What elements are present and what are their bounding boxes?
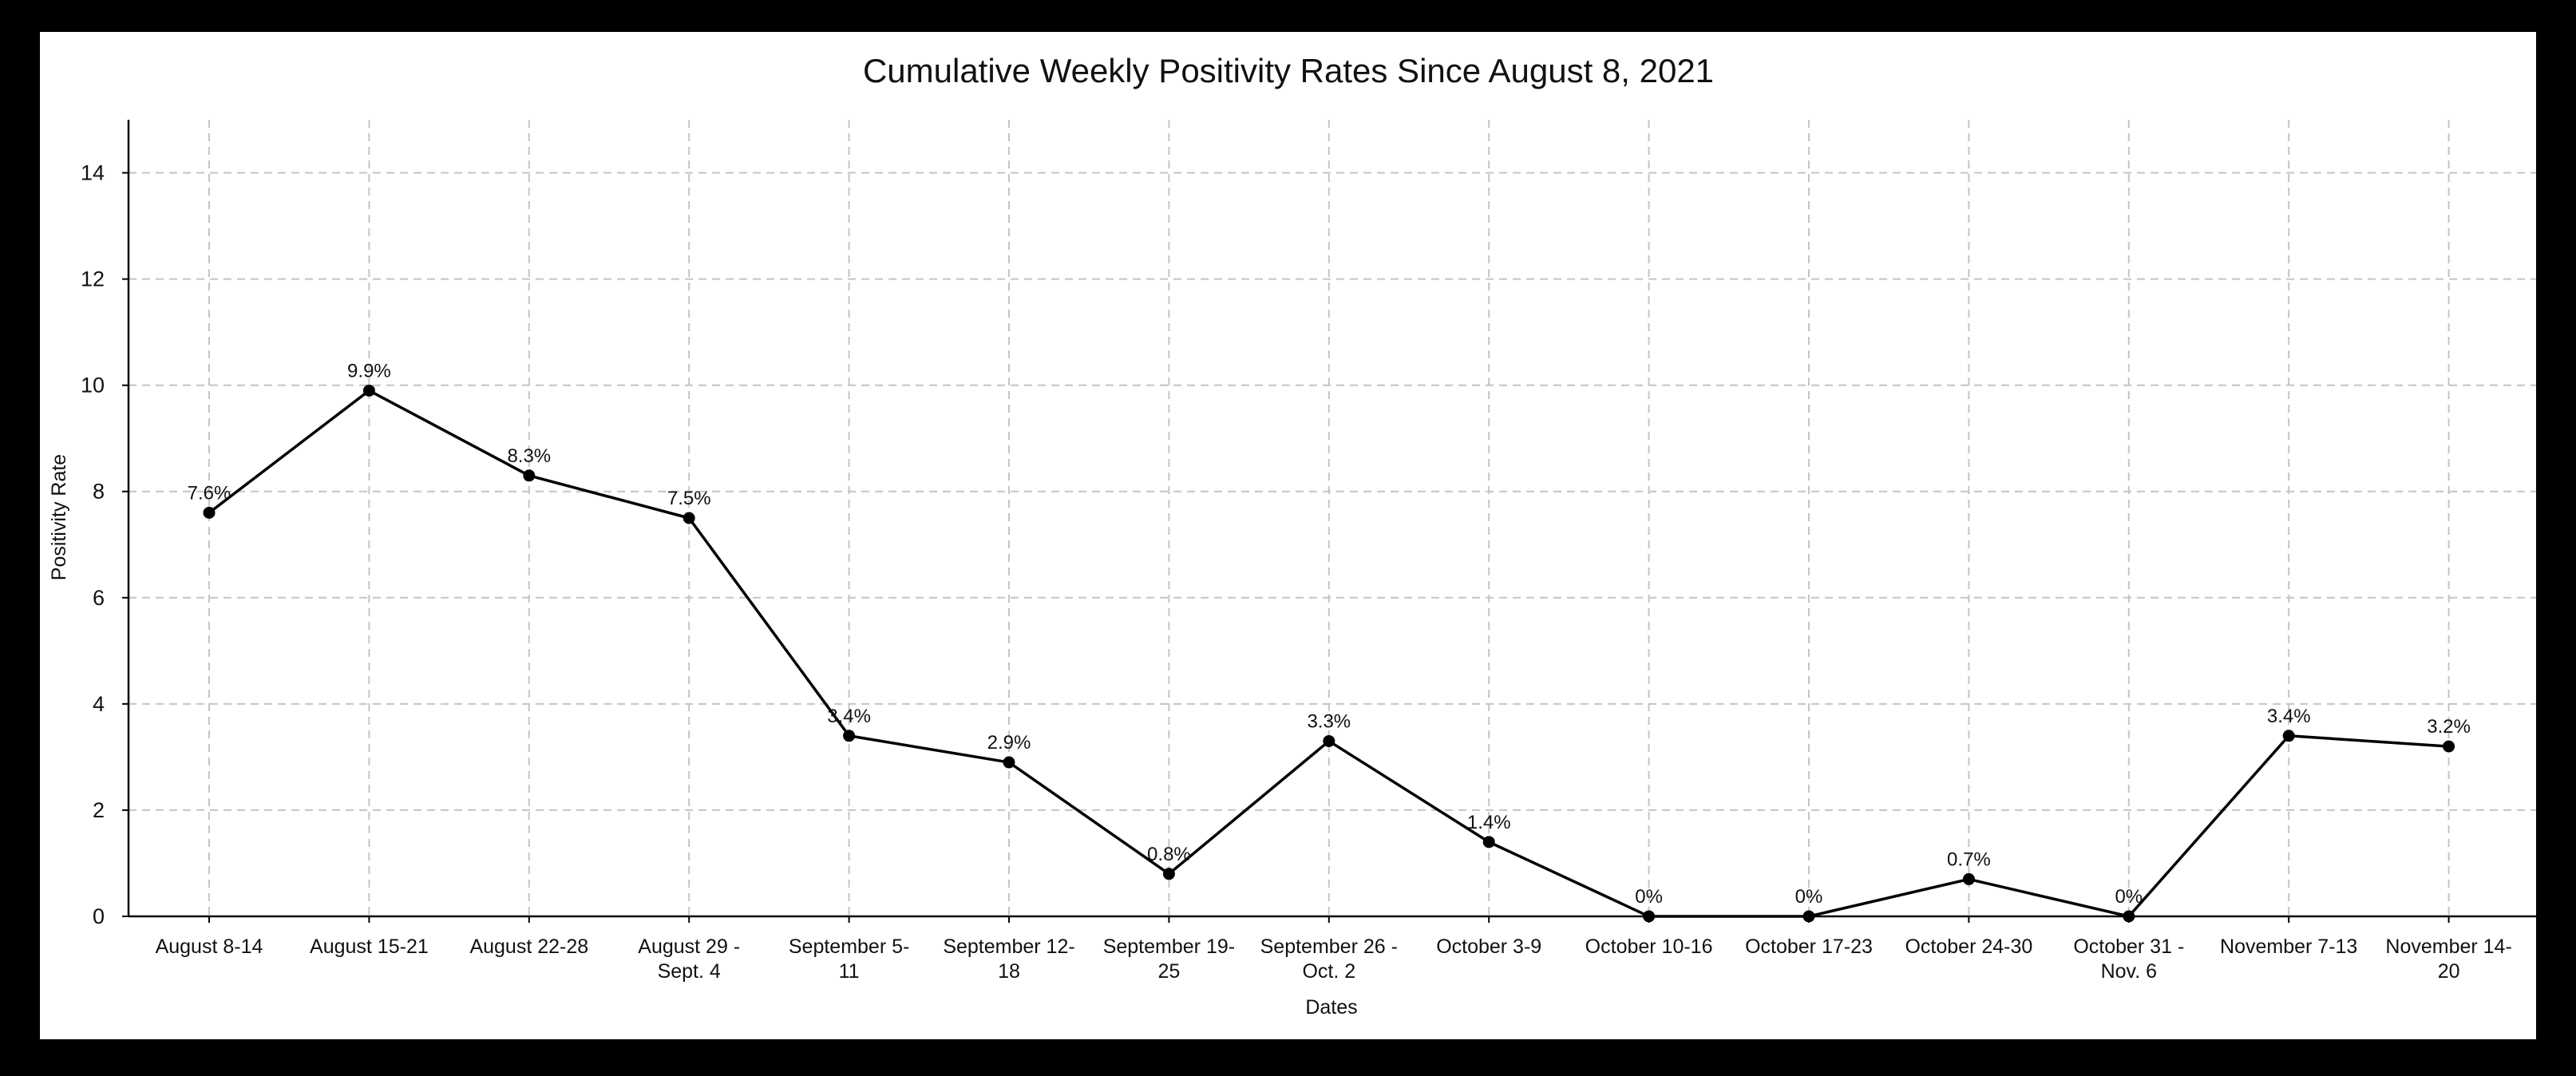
data-label: 0% <box>1635 886 1663 908</box>
x-tick-label: September 5-11 <box>789 936 909 983</box>
data-label: 3.4% <box>827 706 871 727</box>
chart-panel <box>40 32 2536 1039</box>
data-label: 0% <box>1795 886 1823 908</box>
y-tick-label: 2 <box>93 798 105 822</box>
data-label: 3.4% <box>2267 706 2311 727</box>
data-point <box>1962 872 1975 885</box>
data-label: 8.3% <box>507 445 551 467</box>
data-label: 9.9% <box>347 360 391 382</box>
y-tick-label: 8 <box>93 480 105 504</box>
x-axis-title: Dates <box>1305 996 1357 1019</box>
y-tick-label: 4 <box>93 692 105 716</box>
data-point <box>2282 730 2295 742</box>
data-label: 3.3% <box>1307 710 1351 732</box>
x-tick-label: September 26 -Oct. 2 <box>1260 936 1398 983</box>
y-tick-label: 14 <box>81 161 105 185</box>
y-axis-title: Positivity Rate <box>48 454 70 580</box>
data-label: 0% <box>2115 886 2143 908</box>
y-tick-label: 12 <box>81 267 105 291</box>
data-labels: 7.6% 9.9% 8.3% 7.5% 3.4% 2.9% 0.8% 3.3% 1.4% 0% 0%… <box>188 360 2471 908</box>
x-tick-label: October 31 -Nov. 6 <box>2073 936 2184 983</box>
data-point <box>203 506 216 519</box>
chart-title: Cumulative Weekly Positivity Rates Since… <box>863 52 1714 89</box>
data-label: 0.7% <box>1947 849 1991 870</box>
data-point <box>1003 756 1015 769</box>
data-label: 0.8% <box>1147 844 1191 865</box>
data-point <box>1643 910 1656 923</box>
data-point <box>1802 910 1815 923</box>
data-label: 7.6% <box>188 482 231 504</box>
data-series <box>203 384 2455 923</box>
axes <box>122 120 2536 923</box>
x-tick-label: August 15-21 <box>310 936 429 958</box>
data-label: 3.2% <box>2427 716 2471 738</box>
data-point <box>683 512 695 524</box>
data-point <box>1323 734 1335 747</box>
data-label: 1.4% <box>1467 812 1511 833</box>
x-tick-label: August 8-14 <box>156 936 263 958</box>
data-point <box>1482 836 1495 849</box>
data-point <box>1162 868 1175 880</box>
data-point <box>523 469 536 482</box>
x-tick-label: November 14-20 <box>2385 936 2511 983</box>
data-point <box>2443 740 2455 753</box>
data-label: 7.5% <box>667 488 711 509</box>
grid-lines <box>129 120 2536 916</box>
tick-labels: 0 2 4 6 8 10 12 14 August 8-14 August 15-21 August… <box>81 161 2512 983</box>
x-tick-label: October 3-9 <box>1436 936 1541 958</box>
x-tick-label: September 19-25 <box>1103 936 1235 983</box>
x-tick-label: October 17-23 <box>1745 936 1873 958</box>
data-label: 2.9% <box>987 732 1031 754</box>
x-tick-label: October 24-30 <box>1905 936 2032 958</box>
x-tick-label: November 7-13 <box>2220 936 2357 958</box>
y-tick-label: 10 <box>81 374 105 398</box>
data-point <box>362 384 375 397</box>
x-tick-label: August 29 -Sept. 4 <box>638 936 740 983</box>
data-point <box>2123 910 2135 923</box>
y-tick-label: 0 <box>93 904 105 928</box>
y-tick-label: 6 <box>93 586 105 610</box>
x-tick-label: October 10-16 <box>1585 936 1713 958</box>
data-point <box>843 730 856 742</box>
x-tick-label: August 22-28 <box>469 936 588 958</box>
x-tick-label: September 12-18 <box>943 936 1074 983</box>
